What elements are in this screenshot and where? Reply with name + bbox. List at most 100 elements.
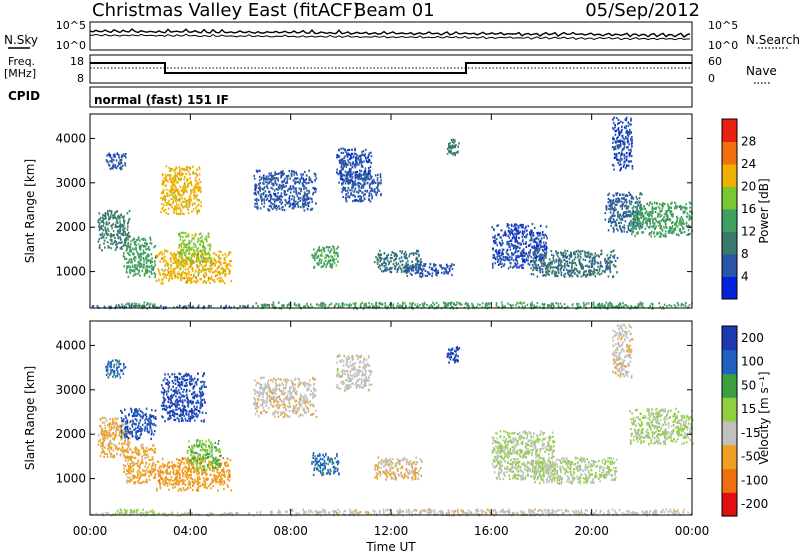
data-cell: [642, 218, 645, 221]
data-cell: [327, 246, 329, 249]
data-cell: [637, 200, 640, 203]
data-cell: [314, 258, 316, 262]
data-cell: [183, 206, 185, 209]
data-cell: [300, 187, 302, 190]
data-cell: [120, 233, 123, 236]
data-cell: [503, 264, 505, 267]
data-cell: [451, 267, 454, 271]
data-cell: [122, 231, 125, 234]
data-cell: [665, 218, 667, 221]
data-cell: [501, 262, 503, 266]
data-cell: [366, 181, 369, 184]
nave-label: Nave: [746, 64, 777, 78]
data-cell: [617, 229, 619, 232]
data-cell: [637, 303, 639, 306]
data-cell: [173, 252, 175, 255]
data-cell: [616, 218, 618, 221]
data-cell: [498, 254, 500, 258]
data-cell: [616, 192, 619, 195]
data-cell: [405, 266, 407, 269]
data-cell: [315, 188, 317, 191]
data-cell: [201, 258, 203, 261]
data-cell: [536, 248, 538, 251]
data-cell: [174, 190, 176, 193]
data-cell: [639, 301, 642, 304]
data-cell: [626, 139, 629, 142]
data-cell: [163, 181, 165, 184]
data-cell: [164, 196, 167, 199]
data-cell: [540, 253, 543, 256]
data-cell: [538, 248, 541, 251]
data-cell: [327, 259, 330, 262]
data-cell: [120, 158, 123, 161]
data-cell: [523, 258, 525, 261]
data-cell: [177, 264, 180, 267]
data-cell: [166, 192, 168, 195]
data-cell: [107, 153, 110, 156]
data-cell: [392, 262, 395, 265]
data-cell: [178, 252, 181, 255]
data-cell: [580, 250, 582, 253]
data-cell: [208, 277, 211, 280]
data-cell: [311, 181, 314, 184]
data-cell: [579, 270, 581, 273]
data-cell: [479, 303, 481, 306]
data-cell: [300, 177, 303, 180]
data-cell: [187, 170, 190, 173]
data-cell: [344, 187, 346, 190]
data-cell: [200, 263, 203, 266]
data-cell: [313, 254, 316, 257]
data-cell: [123, 224, 125, 227]
data-cell: [639, 193, 641, 196]
data-cell: [540, 241, 542, 244]
data-cell: [622, 141, 624, 144]
data-cell: [614, 214, 616, 217]
data-cell: [394, 266, 397, 269]
data-cell: [679, 221, 682, 224]
data-cell: [209, 248, 211, 251]
data-cell: [185, 235, 187, 238]
data-cell: [345, 163, 348, 166]
data-cell: [172, 272, 174, 275]
data-cell: [304, 180, 306, 183]
data-cell: [414, 266, 417, 269]
data-cell: [397, 268, 399, 271]
data-cell: [366, 177, 368, 180]
data-cell: [649, 218, 651, 221]
data-cell: [498, 252, 501, 255]
data-cell: [670, 210, 673, 213]
data-cell: [610, 202, 612, 205]
data-cell: [551, 272, 553, 275]
data-cell: [421, 272, 423, 275]
data-cell: [529, 251, 531, 254]
data-cell: [543, 265, 545, 268]
data-cell: [545, 254, 547, 257]
data-cell: [200, 256, 203, 259]
data-cell: [535, 259, 538, 262]
data-cell: [324, 303, 326, 306]
data-cell: [182, 248, 184, 251]
data-cell: [564, 272, 566, 275]
data-cell: [616, 271, 618, 274]
data-cell: [329, 254, 332, 258]
data-cell: [443, 272, 446, 275]
data-cell: [128, 260, 130, 263]
data-cell: [424, 263, 427, 266]
data-cell: [515, 258, 517, 261]
data-cell: [270, 186, 273, 189]
data-cell: [370, 176, 372, 179]
data-cell: [560, 273, 563, 277]
data-cell: [562, 265, 564, 268]
data-cell: [624, 167, 627, 170]
data-cell: [649, 225, 651, 228]
data-cell: [215, 253, 218, 257]
data-cell: [163, 259, 166, 262]
data-cell: [628, 201, 631, 204]
data-cell: [539, 266, 541, 269]
data-cell: [666, 305, 668, 308]
data-cell: [262, 188, 264, 191]
data-cell: [344, 163, 346, 166]
data-cell: [123, 304, 126, 308]
data-cell: [660, 225, 663, 228]
data-cell: [406, 269, 408, 272]
